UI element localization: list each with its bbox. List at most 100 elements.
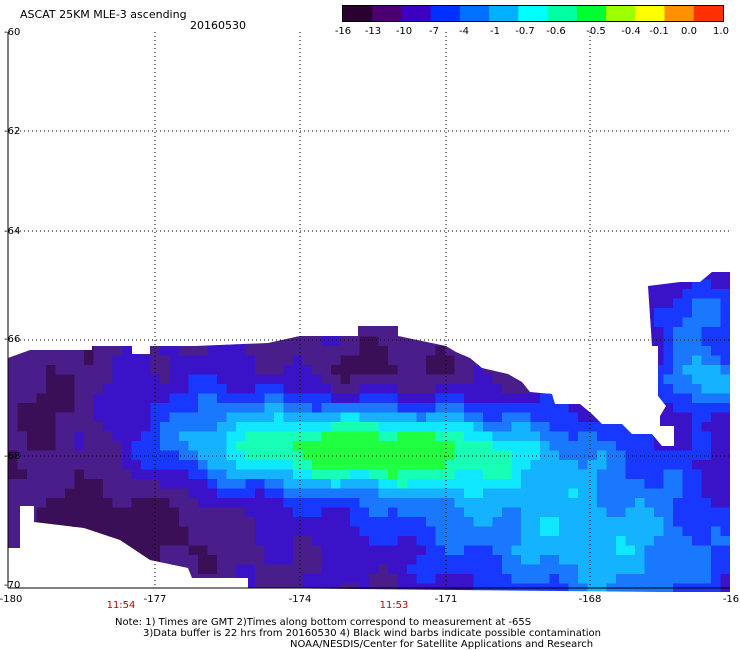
data-cell	[264, 507, 275, 518]
data-cell	[654, 384, 665, 395]
data-cell	[198, 422, 209, 433]
data-cell	[160, 317, 171, 328]
data-cell	[644, 374, 655, 385]
data-cell	[302, 374, 313, 385]
data-cell	[730, 565, 740, 575]
data-cell	[169, 393, 180, 404]
colorbar-label: -1	[490, 26, 500, 37]
data-cell	[454, 536, 465, 547]
data-cell	[530, 346, 541, 357]
data-cell	[141, 412, 152, 423]
colorbar-swatch	[693, 6, 723, 21]
data-cell	[435, 317, 446, 328]
data-cell	[245, 384, 256, 395]
data-cell	[417, 593, 427, 603]
data-cell	[112, 526, 123, 537]
data-cell	[711, 460, 722, 471]
data-cell	[378, 583, 389, 592]
data-cell	[312, 412, 323, 423]
data-cell	[435, 365, 446, 376]
data-cell	[464, 384, 475, 395]
data-cell	[483, 393, 494, 404]
data-cell	[473, 488, 484, 499]
data-cell	[8, 374, 19, 385]
data-cell	[131, 272, 142, 281]
data-cell	[103, 536, 114, 547]
data-cell	[559, 517, 570, 528]
data-cell	[217, 564, 228, 575]
data-cell	[236, 289, 247, 300]
data-cell	[644, 526, 655, 537]
data-cell	[540, 517, 551, 528]
data-cell	[378, 517, 389, 528]
data-cell	[701, 431, 712, 442]
data-cell	[435, 355, 446, 366]
data-cell	[226, 298, 237, 309]
data-cell	[160, 488, 171, 499]
data-cell	[682, 346, 693, 357]
data-cell	[274, 517, 285, 528]
data-cell	[635, 526, 646, 537]
data-cell	[198, 365, 209, 376]
data-cell	[283, 317, 294, 328]
data-cell	[720, 536, 730, 547]
data-cell	[711, 574, 722, 585]
data-cell	[720, 308, 730, 319]
data-cell	[27, 393, 38, 404]
data-cell	[435, 298, 446, 309]
data-cell	[540, 593, 550, 603]
data-cell	[616, 336, 627, 347]
data-cell	[160, 346, 171, 357]
data-cell	[302, 346, 313, 357]
data-cell	[530, 289, 541, 300]
data-cell	[416, 441, 427, 452]
data-cell	[435, 498, 446, 509]
data-cell	[131, 365, 142, 376]
data-cell	[644, 298, 655, 309]
data-cell	[578, 431, 589, 442]
data-cell	[473, 545, 484, 556]
data-cell	[635, 507, 646, 518]
data-cell	[369, 272, 380, 281]
data-cell	[625, 384, 636, 395]
data-cell	[302, 298, 313, 309]
data-cell	[188, 355, 199, 366]
data-cell	[93, 412, 104, 423]
data-cell	[340, 346, 351, 357]
data-cell	[46, 488, 57, 499]
data-cell	[597, 545, 608, 556]
data-cell	[293, 507, 304, 518]
data-cell	[540, 279, 551, 290]
data-cell	[169, 574, 180, 585]
data-cell	[27, 317, 38, 328]
data-cell	[340, 507, 351, 518]
data-cell	[464, 498, 475, 509]
data-cell	[378, 327, 389, 338]
data-cell	[644, 272, 655, 281]
data-cell	[663, 479, 674, 490]
data-cell	[625, 526, 636, 537]
data-cell	[236, 272, 247, 281]
data-cell	[264, 393, 275, 404]
data-cell	[445, 507, 456, 518]
data-cell	[635, 583, 646, 592]
data-cell	[454, 384, 465, 395]
data-cell	[321, 431, 332, 442]
data-cell	[274, 279, 285, 290]
data-cell	[236, 488, 247, 499]
data-cell	[597, 507, 608, 518]
data-cell	[274, 272, 285, 281]
data-cell	[236, 583, 247, 592]
data-cell	[65, 536, 76, 547]
data-cell	[654, 279, 665, 290]
data-cell	[435, 422, 446, 433]
data-cell	[378, 507, 389, 518]
data-cell	[55, 317, 66, 328]
data-cell	[17, 517, 28, 528]
data-cell	[217, 460, 228, 471]
data-cell	[198, 393, 209, 404]
data-cell	[198, 441, 209, 452]
data-cell	[483, 365, 494, 376]
data-cell	[37, 593, 47, 603]
data-cell	[416, 488, 427, 499]
